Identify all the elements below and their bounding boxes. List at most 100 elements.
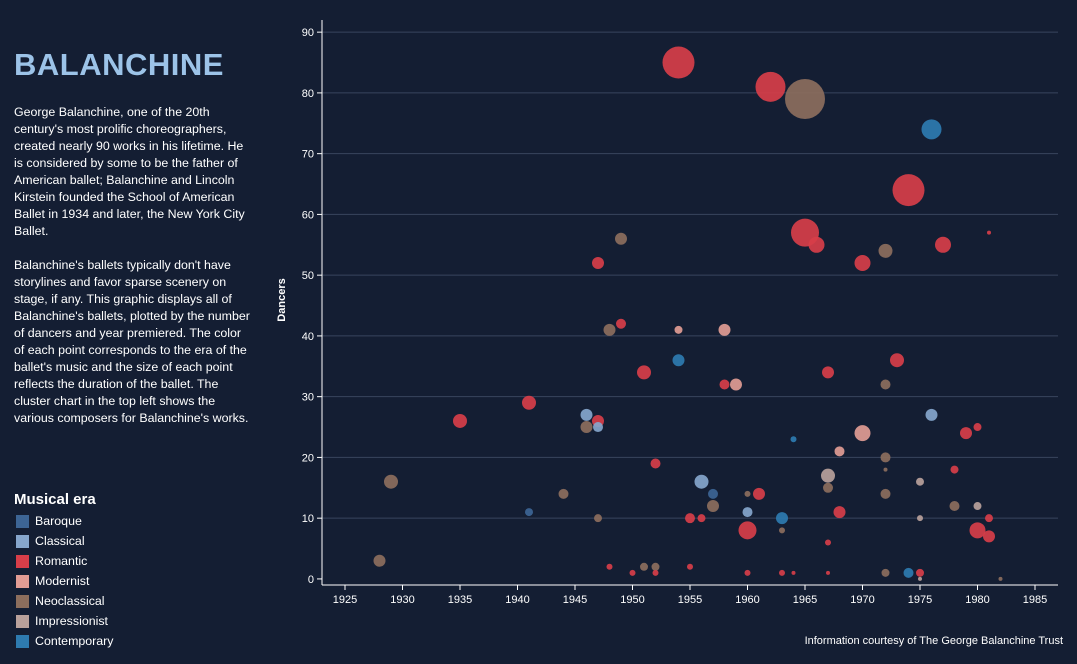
data-point-romantic[interactable] bbox=[522, 395, 536, 410]
y-tick-label: 0 bbox=[308, 574, 314, 586]
data-point-neoclassical[interactable] bbox=[880, 379, 891, 390]
data-point-romantic[interactable] bbox=[606, 563, 613, 570]
data-point-romantic[interactable] bbox=[662, 46, 695, 79]
x-tick-label: 1935 bbox=[448, 594, 472, 606]
data-point-neoclassical[interactable] bbox=[949, 501, 960, 512]
data-point-romantic[interactable] bbox=[833, 506, 846, 519]
data-point-romantic[interactable] bbox=[950, 465, 959, 474]
data-point-romantic[interactable] bbox=[791, 570, 796, 575]
data-point-contemporary[interactable] bbox=[903, 567, 914, 578]
data-point-romantic[interactable] bbox=[738, 521, 757, 540]
data-point-romantic[interactable] bbox=[985, 514, 993, 523]
data-point-romantic[interactable] bbox=[592, 257, 604, 270]
data-point-contemporary[interactable] bbox=[672, 354, 685, 367]
data-point-classical[interactable] bbox=[742, 507, 753, 518]
data-point-modernist[interactable] bbox=[730, 378, 742, 391]
data-point-impressionist[interactable] bbox=[917, 515, 923, 522]
data-point-neoclassical[interactable] bbox=[384, 474, 398, 489]
y-tick-label: 50 bbox=[302, 270, 314, 282]
data-point-neoclassical[interactable] bbox=[878, 243, 893, 258]
data-point-romantic[interactable] bbox=[987, 230, 991, 235]
data-point-modernist[interactable] bbox=[718, 323, 731, 336]
data-point-classical[interactable] bbox=[593, 422, 603, 433]
y-tick-label: 70 bbox=[302, 149, 314, 161]
legend-item-modernist: Modernist bbox=[14, 571, 214, 591]
data-point-romantic[interactable] bbox=[825, 539, 831, 546]
data-point-neoclassical[interactable] bbox=[558, 488, 569, 499]
data-point-impressionist[interactable] bbox=[821, 468, 835, 483]
data-point-neoclassical[interactable] bbox=[580, 421, 593, 434]
data-point-contemporary[interactable] bbox=[921, 119, 942, 140]
data-point-romantic[interactable] bbox=[854, 255, 871, 272]
data-point-neoclassical[interactable] bbox=[707, 500, 719, 513]
data-point-neoclassical[interactable] bbox=[779, 527, 785, 534]
data-point-romantic[interactable] bbox=[637, 365, 651, 380]
data-points bbox=[373, 46, 1003, 581]
data-point-romantic[interactable] bbox=[960, 427, 972, 440]
legend-swatch bbox=[16, 614, 29, 628]
data-point-contemporary[interactable] bbox=[790, 436, 797, 443]
data-point-romantic[interactable] bbox=[969, 522, 986, 539]
x-tick-label: 1960 bbox=[735, 594, 759, 606]
data-point-romantic[interactable] bbox=[685, 513, 695, 524]
data-point-impressionist[interactable] bbox=[918, 576, 922, 581]
data-point-romantic[interactable] bbox=[650, 458, 661, 469]
data-point-romantic[interactable] bbox=[935, 236, 951, 253]
data-point-neoclassical[interactable] bbox=[881, 568, 890, 577]
data-point-romantic[interactable] bbox=[779, 569, 785, 576]
data-point-romantic[interactable] bbox=[753, 487, 765, 500]
data-point-romantic[interactable] bbox=[890, 353, 904, 368]
data-point-romantic[interactable] bbox=[687, 563, 693, 570]
data-point-romantic[interactable] bbox=[983, 530, 995, 543]
data-point-romantic[interactable] bbox=[822, 366, 834, 379]
data-point-impressionist[interactable] bbox=[916, 477, 924, 486]
data-point-romantic[interactable] bbox=[629, 569, 636, 576]
data-point-romantic[interactable] bbox=[916, 568, 924, 577]
data-point-neoclassical[interactable] bbox=[373, 554, 386, 567]
data-point-romantic[interactable] bbox=[808, 236, 825, 253]
legend-swatch bbox=[16, 534, 29, 548]
data-point-romantic[interactable] bbox=[616, 318, 626, 329]
data-point-classical[interactable] bbox=[580, 408, 593, 421]
data-point-classical[interactable] bbox=[694, 474, 709, 489]
data-point-romantic[interactable] bbox=[744, 569, 751, 576]
data-point-baroque[interactable] bbox=[525, 508, 533, 517]
data-point-romantic[interactable] bbox=[755, 71, 786, 102]
data-point-modernist[interactable] bbox=[674, 325, 683, 334]
data-point-romantic[interactable] bbox=[826, 570, 830, 575]
data-point-romantic[interactable] bbox=[719, 379, 730, 390]
data-point-neoclassical[interactable] bbox=[880, 488, 891, 499]
x-tick-label: 1965 bbox=[793, 594, 817, 606]
data-point-neoclassical[interactable] bbox=[883, 467, 888, 472]
data-point-neoclassical[interactable] bbox=[651, 562, 660, 571]
data-point-neoclassical[interactable] bbox=[880, 452, 891, 463]
data-point-modernist[interactable] bbox=[834, 446, 845, 457]
y-tick-label: 90 bbox=[302, 27, 314, 39]
data-point-modernist[interactable] bbox=[854, 425, 871, 442]
legend-swatch bbox=[16, 634, 29, 648]
data-point-romantic[interactable] bbox=[652, 569, 659, 576]
data-point-baroque[interactable] bbox=[708, 488, 718, 499]
data-point-classical[interactable] bbox=[925, 408, 938, 421]
data-point-neoclassical[interactable] bbox=[640, 562, 648, 571]
data-point-neoclassical[interactable] bbox=[744, 490, 751, 497]
legend-item-classical: Classical bbox=[14, 531, 214, 551]
data-point-neoclassical[interactable] bbox=[823, 482, 833, 493]
legend: Musical era Baroque Classical Romantic Mode… bbox=[14, 491, 214, 651]
description-paragraph-1: George Balanchine, one of the 20th centu… bbox=[14, 105, 245, 238]
description: George Balanchine, one of the 20th centu… bbox=[14, 104, 250, 444]
data-point-romantic[interactable] bbox=[973, 423, 982, 432]
x-tick-label: 1945 bbox=[563, 594, 587, 606]
data-point-romantic[interactable] bbox=[453, 413, 467, 428]
data-point-contemporary[interactable] bbox=[776, 512, 788, 525]
data-point-neoclassical[interactable] bbox=[594, 514, 602, 523]
x-tick-label: 1930 bbox=[390, 594, 414, 606]
data-point-neoclassical[interactable] bbox=[785, 78, 825, 119]
data-point-romantic[interactable] bbox=[892, 174, 925, 207]
data-point-impressionist[interactable] bbox=[973, 502, 982, 511]
data-point-neoclassical[interactable] bbox=[998, 576, 1003, 581]
data-point-romantic[interactable] bbox=[697, 514, 706, 523]
x-tick-label: 1955 bbox=[678, 594, 702, 606]
data-point-neoclassical[interactable] bbox=[615, 232, 627, 245]
data-point-neoclassical[interactable] bbox=[603, 323, 616, 336]
